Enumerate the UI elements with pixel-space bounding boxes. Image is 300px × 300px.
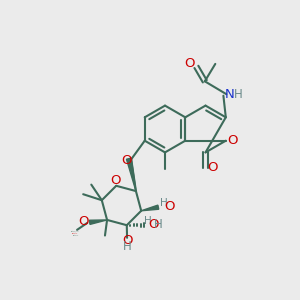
Text: O: O — [227, 134, 238, 147]
Text: H: H — [234, 88, 243, 101]
Text: O: O — [78, 215, 89, 228]
Text: H: H — [123, 240, 132, 253]
Polygon shape — [141, 205, 159, 211]
Text: O: O — [148, 218, 158, 231]
Text: methyl_end: methyl_end — [70, 230, 79, 232]
Text: H: H — [144, 216, 152, 226]
Text: O: O — [122, 234, 133, 247]
Text: methoxy: methoxy — [73, 235, 79, 236]
Text: methoxy: methoxy — [72, 233, 78, 234]
Text: O: O — [164, 200, 175, 213]
Text: O: O — [207, 161, 217, 174]
Text: H: H — [160, 198, 168, 208]
Text: N: N — [225, 88, 235, 101]
Text: O: O — [111, 174, 121, 187]
Text: O: O — [122, 154, 132, 167]
Text: H: H — [154, 218, 163, 231]
Polygon shape — [89, 220, 107, 224]
Polygon shape — [127, 158, 136, 191]
Text: O: O — [184, 57, 195, 70]
